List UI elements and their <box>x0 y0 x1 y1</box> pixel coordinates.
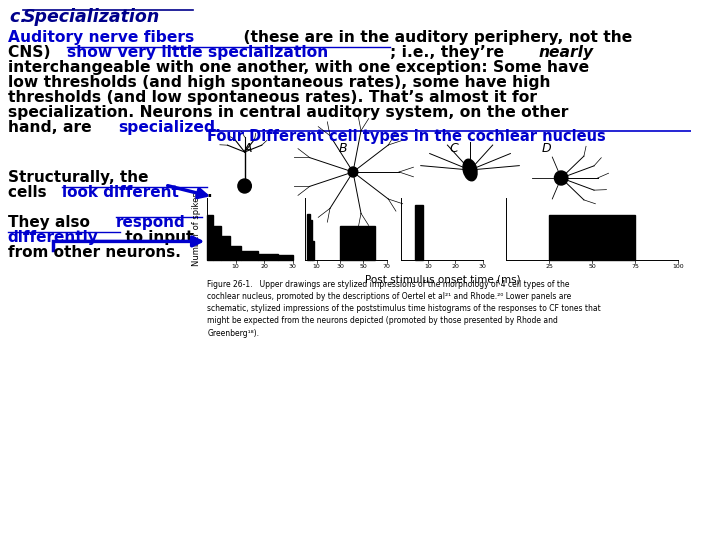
Circle shape <box>554 171 568 185</box>
Text: 50: 50 <box>588 264 596 269</box>
Text: 30: 30 <box>336 264 344 269</box>
Text: nearly: nearly <box>539 45 593 60</box>
Text: They also: They also <box>8 215 95 230</box>
Text: 10: 10 <box>312 264 320 269</box>
Text: Number of spikes: Number of spikes <box>192 192 202 266</box>
Text: 100: 100 <box>672 264 684 269</box>
Text: thresholds (and low spontaneous rates). That’s almost it for: thresholds (and low spontaneous rates). … <box>8 90 536 105</box>
Text: show very little specialization: show very little specialization <box>67 45 328 60</box>
Bar <box>258 254 279 260</box>
Text: to input: to input <box>120 230 194 245</box>
Text: .: . <box>207 185 212 200</box>
Bar <box>340 226 375 260</box>
Text: c.: c. <box>9 8 32 26</box>
Text: (these are in the auditory periphery, not the: (these are in the auditory periphery, no… <box>238 30 632 45</box>
Bar <box>207 215 213 260</box>
Bar <box>222 237 230 260</box>
Bar <box>279 255 292 260</box>
Text: 30: 30 <box>289 264 297 269</box>
Circle shape <box>238 179 251 193</box>
Text: cells: cells <box>8 185 52 200</box>
Bar <box>415 205 423 260</box>
Text: from other neurons.: from other neurons. <box>8 245 181 260</box>
Circle shape <box>348 167 358 177</box>
Text: look different: look different <box>62 185 179 200</box>
Bar <box>213 226 222 260</box>
Text: CNS): CNS) <box>8 45 55 60</box>
Text: specialized.: specialized. <box>118 120 221 135</box>
Text: ; i.e., they’re: ; i.e., they’re <box>390 45 510 60</box>
Text: D: D <box>542 142 552 155</box>
Bar <box>310 220 312 260</box>
Text: 10: 10 <box>424 264 432 269</box>
Text: differently: differently <box>8 230 99 245</box>
Text: A: A <box>243 142 252 155</box>
Text: hand, are: hand, are <box>8 120 96 135</box>
Text: 50: 50 <box>359 264 367 269</box>
Text: respond: respond <box>115 215 185 230</box>
Text: 70: 70 <box>382 264 390 269</box>
Text: 20: 20 <box>451 264 459 269</box>
Text: Figure 26-1.   Upper drawings are stylized impressions of the morphology of 4 ce: Figure 26-1. Upper drawings are stylized… <box>207 280 601 338</box>
Text: 75: 75 <box>631 264 639 269</box>
Bar <box>307 213 310 260</box>
Text: Post stimulus onset time (ms): Post stimulus onset time (ms) <box>365 274 521 284</box>
Text: 20: 20 <box>260 264 268 269</box>
Text: Structurally, the: Structurally, the <box>8 170 148 185</box>
Text: interchangeable with one another, with one exception: Some have: interchangeable with one another, with o… <box>8 60 589 75</box>
Text: 30: 30 <box>479 264 487 269</box>
Text: 10: 10 <box>232 264 240 269</box>
Text: 25: 25 <box>546 264 554 269</box>
Text: Auditory nerve fibers: Auditory nerve fibers <box>8 30 194 45</box>
Ellipse shape <box>463 159 477 181</box>
Bar <box>312 241 315 260</box>
Bar <box>241 251 258 260</box>
Text: C: C <box>449 142 458 155</box>
Bar <box>549 215 635 260</box>
Bar <box>230 246 241 260</box>
Text: Specialization: Specialization <box>23 8 161 26</box>
Text: specialization. Neurons in central auditory system, on the other: specialization. Neurons in central audit… <box>8 105 568 120</box>
Text: low thresholds (and high spontaneous rates), some have high: low thresholds (and high spontaneous rat… <box>8 75 550 90</box>
Text: Four Different cell types in the cochlear nucleus: Four Different cell types in the cochlea… <box>207 129 606 144</box>
Text: B: B <box>339 142 348 155</box>
